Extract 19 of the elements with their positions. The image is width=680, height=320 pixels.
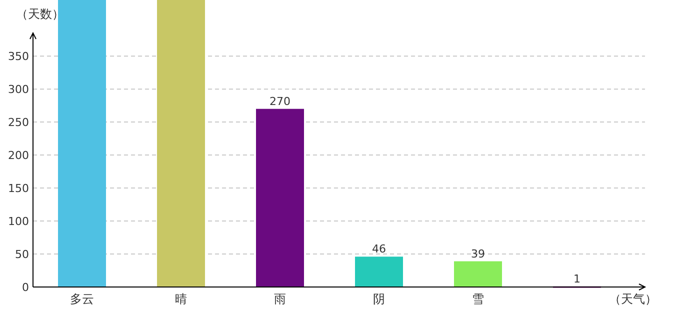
x-axis-title: （天气） xyxy=(609,292,657,306)
y-axis-title: （天数） xyxy=(16,7,64,21)
x-tick-label: 雪 xyxy=(472,292,484,306)
x-tick-label: 雨 xyxy=(274,292,286,306)
y-tick-label: 50 xyxy=(15,248,29,262)
y-tick-label: 250 xyxy=(8,116,29,130)
y-tick-label: 300 xyxy=(8,83,29,96)
data-label: 39 xyxy=(471,247,485,260)
y-tick-label: 100 xyxy=(8,215,29,228)
y-tick-label: 150 xyxy=(8,182,29,196)
y-tick-label: 350 xyxy=(8,50,29,64)
data-label: 270 xyxy=(270,94,290,108)
y-tick-label: 0 xyxy=(22,281,29,294)
x-tick-label: 多云 xyxy=(70,292,94,306)
data-label: 1 xyxy=(574,272,580,286)
x-tick-label: 晴 xyxy=(175,292,187,306)
x-tick-label: 阴 xyxy=(373,292,385,306)
data-label: 46 xyxy=(372,242,386,256)
y-tick-label: 200 xyxy=(8,149,29,162)
